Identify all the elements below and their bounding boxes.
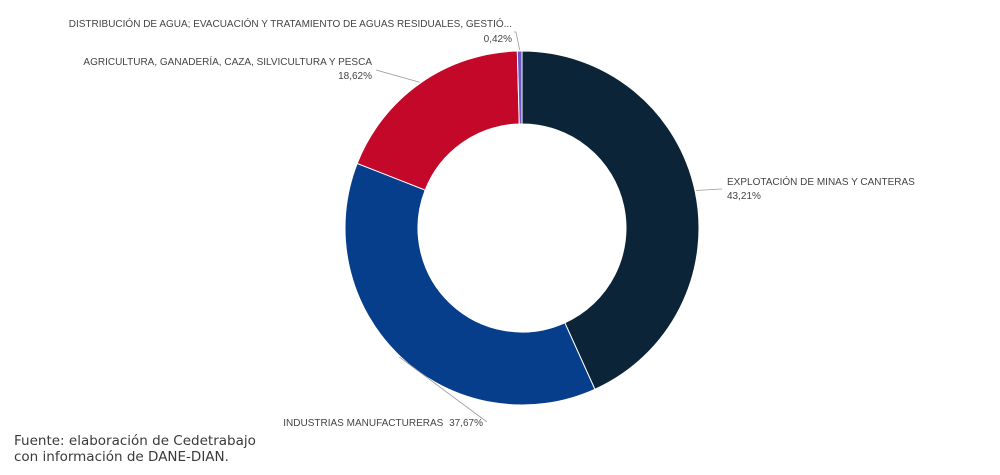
source-line-2: con información de DANE-DIAN. [14,449,229,465]
source-note: Fuente: elaboración de Cedetrabajo con i… [14,433,256,465]
leader-lines-group [375,31,723,423]
value-industrias-manufactureras: 37,67% [449,418,483,429]
label-agricultura: AGRICULTURA, GANADERÍA, CAZA, SILVICULTU… [83,55,372,68]
leader-explotacion-minas [695,188,723,191]
slice-industrias-manufactureras [344,162,596,406]
value-explotacion-minas: 43,21% [727,191,761,202]
slice-distribucion-agua [516,50,523,125]
value-distribucion-agua: 0,42% [484,34,512,45]
leader-distribucion-agua [514,31,521,51]
slices-group [344,50,700,406]
value-agricultura: 18,62% [338,71,372,82]
leader-industrias-manufactureras [399,356,488,423]
label-industrias-manufactureras-name: INDUSTRIAS MANUFACTURERAS [283,418,443,429]
leader-agricultura [375,69,420,83]
label-explotacion-minas: EXPLOTACIÓN DE MINAS Y CANTERAS [727,175,915,188]
source-line-1: Fuente: elaboración de Cedetrabajo [14,433,256,449]
label-distribucion-agua: DISTRIBUCIÓN DE AGUA; EVACUACIÓN Y TRATA… [69,17,512,30]
slice-explotacion-minas [521,50,700,390]
label-industrias-manufactureras: INDUSTRIAS MANUFACTURERAS 37,67% [283,418,483,429]
